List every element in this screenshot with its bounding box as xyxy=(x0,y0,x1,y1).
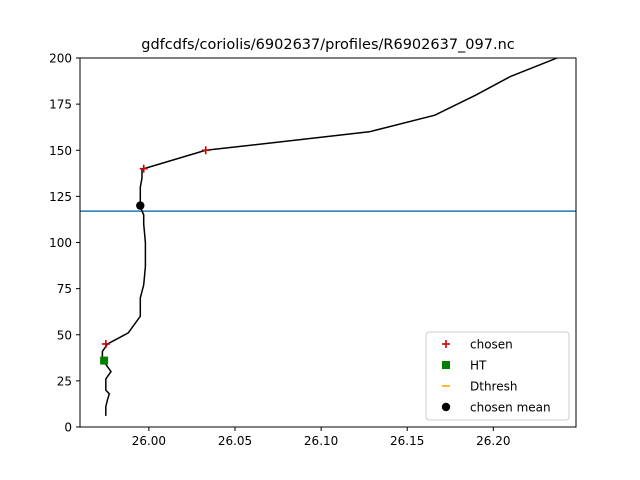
legend-label-chosen-mean: chosen mean xyxy=(470,401,551,415)
y-tick-label: 125 xyxy=(49,190,72,204)
ht-point xyxy=(100,356,109,365)
legend-label-ht: HT xyxy=(470,359,487,373)
chosen-mean-point xyxy=(136,201,145,210)
legend: chosen HT Dthresh chosen mean xyxy=(425,331,570,421)
chosen-point xyxy=(139,164,148,173)
x-tick-label: 26.00 xyxy=(132,434,166,448)
y-tick-label: 100 xyxy=(49,236,72,250)
y-axis: 0 25 50 75 100 125 150 175 200 xyxy=(49,52,80,435)
legend-box xyxy=(425,331,570,421)
legend-marker-chosen-mean xyxy=(441,402,451,412)
legend-label-dthresh: Dthresh xyxy=(470,380,517,394)
x-tick-label: 26.10 xyxy=(304,434,338,448)
y-tick-label: 75 xyxy=(57,282,72,296)
chosen-point xyxy=(201,146,210,155)
y-tick-label: 0 xyxy=(64,421,72,435)
y-tick-label: 150 xyxy=(49,144,72,158)
legend-marker-chosen xyxy=(442,340,450,348)
chart-title: gdfcdfs/coriolis/6902637/profiles/R69026… xyxy=(141,37,515,53)
x-tick-label: 26.05 xyxy=(218,434,252,448)
y-tick-label: 25 xyxy=(57,374,72,388)
chosen-point xyxy=(101,339,110,348)
y-tick-label: 175 xyxy=(49,98,72,112)
x-tick-label: 26.15 xyxy=(390,434,424,448)
x-axis: 26.00 26.05 26.10 26.15 26.20 xyxy=(132,427,511,448)
legend-label-chosen: chosen xyxy=(470,338,513,352)
legend-marker-ht xyxy=(442,361,450,369)
x-tick-label: 26.20 xyxy=(476,434,510,448)
y-tick-label: 200 xyxy=(49,52,72,66)
profile-line xyxy=(101,58,559,416)
y-tick-label: 50 xyxy=(57,328,72,342)
